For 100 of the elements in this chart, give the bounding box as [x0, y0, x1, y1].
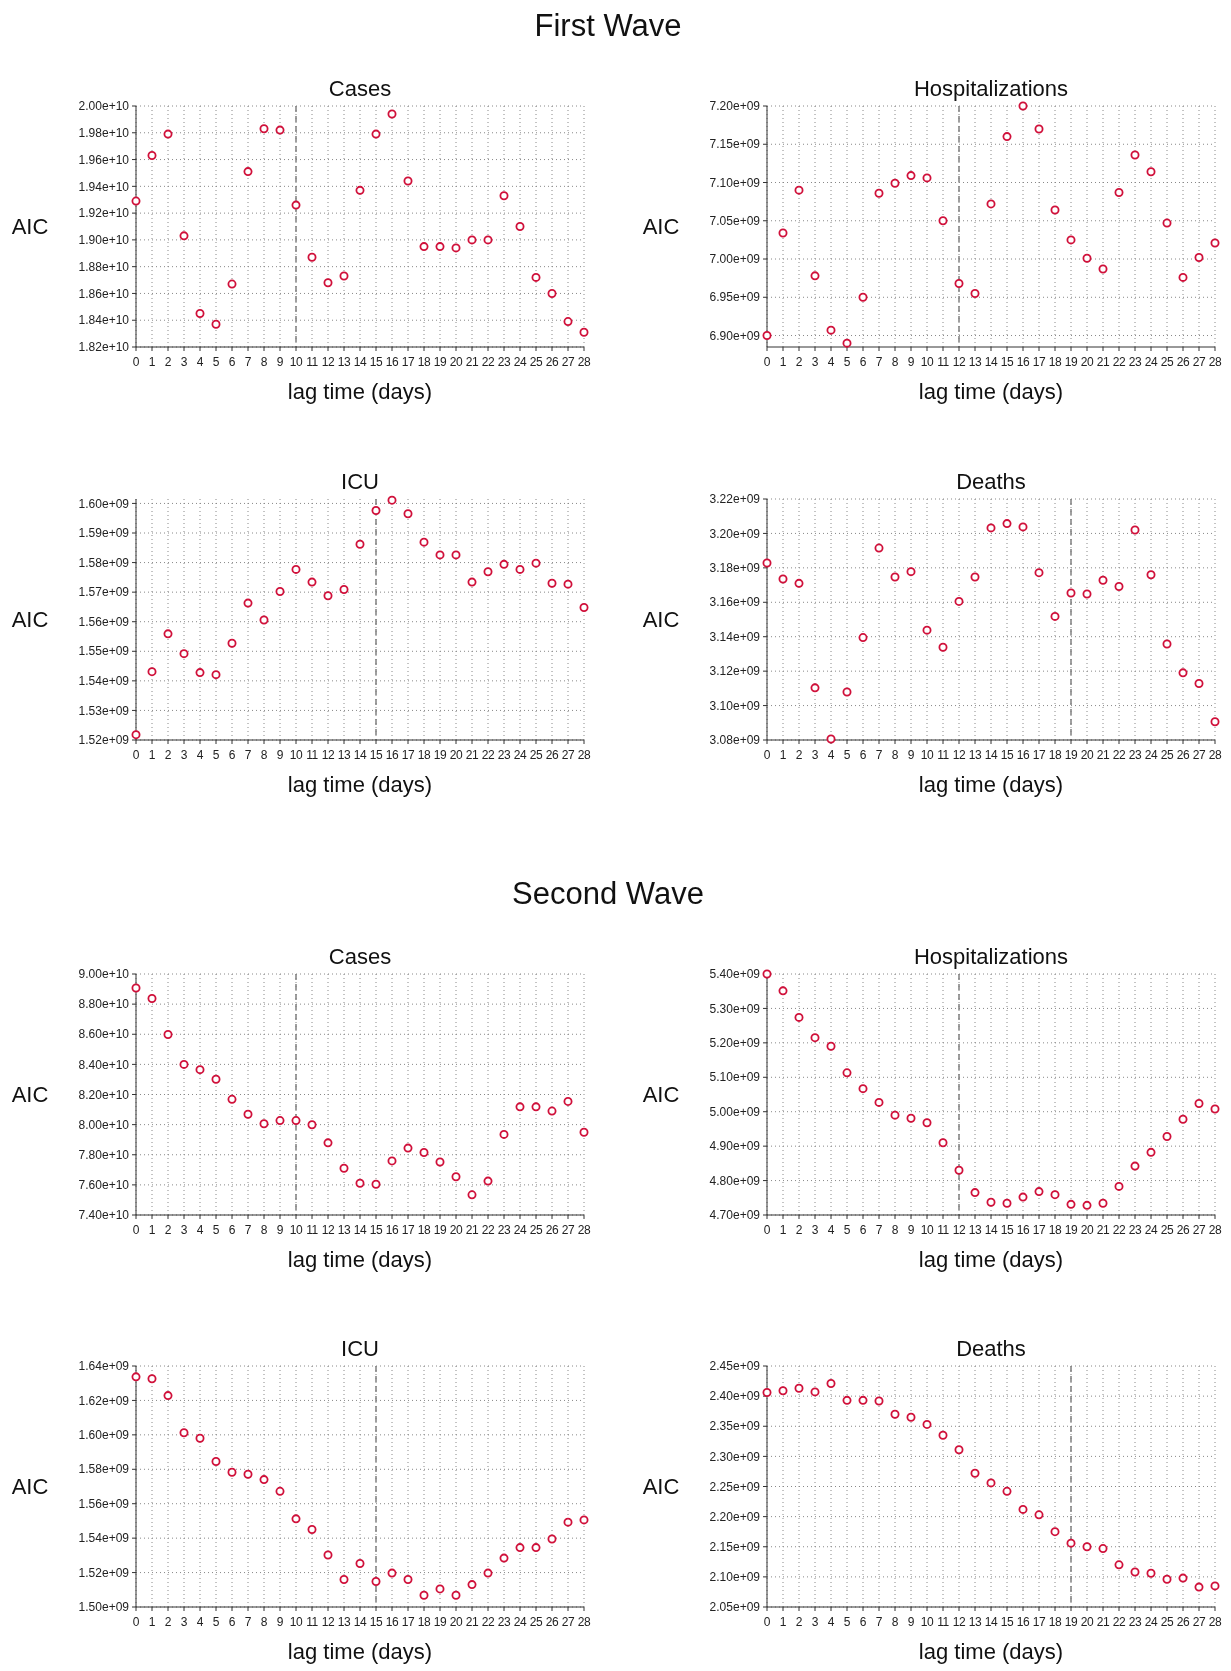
x-tick-label: 15	[1000, 355, 1014, 369]
x-tick-label: 2	[795, 1615, 803, 1629]
x-tick-label: 26	[545, 355, 559, 369]
point	[858, 1395, 868, 1405]
point	[515, 222, 525, 231]
x-tick-label: 22	[1112, 1223, 1126, 1237]
x-tick-label: 26	[1176, 1615, 1190, 1629]
point	[1018, 101, 1028, 111]
x-tick-label: 6	[859, 1615, 867, 1629]
point	[842, 1395, 852, 1405]
point	[954, 596, 964, 606]
x-tick-label: 25	[529, 748, 543, 762]
x-tick-label: 28	[1208, 355, 1222, 369]
point	[579, 1515, 589, 1525]
x-tick-label: 1	[148, 1615, 156, 1629]
point	[1114, 581, 1124, 591]
point	[1162, 639, 1172, 649]
x-tick-label: 25	[1160, 1223, 1174, 1237]
x-tick-label: 9	[907, 1615, 915, 1629]
x-tick-label: 13	[968, 1223, 982, 1237]
y-tick-label: 1.56e+09	[78, 1496, 130, 1511]
point	[467, 577, 477, 587]
point	[1194, 252, 1204, 262]
point	[211, 670, 221, 680]
point	[778, 228, 788, 238]
point	[954, 1445, 964, 1455]
point	[906, 1113, 916, 1123]
point	[826, 734, 836, 744]
point	[890, 572, 900, 582]
x-tick-label: 7	[244, 748, 252, 762]
x-tick-label: 16	[385, 748, 399, 762]
x-tick-label: 23	[1128, 1223, 1142, 1237]
x-tick-label: 25	[1160, 1615, 1174, 1629]
x-tick-label: 20	[449, 748, 463, 762]
x-tick-label: 18	[417, 355, 431, 369]
point	[1034, 124, 1044, 134]
point	[938, 216, 948, 226]
x-tick-label: 9	[276, 355, 284, 369]
point	[147, 1374, 157, 1384]
x-tick-label: 8	[891, 355, 899, 369]
y-tick-label: 3.18e+09	[709, 561, 761, 576]
x-tick-label: 28	[1208, 748, 1222, 762]
y-tick-label: 2.10e+09	[709, 1570, 761, 1585]
x-tick-label: 20	[1080, 1223, 1094, 1237]
y-tick-label: 4.80e+09	[709, 1173, 761, 1188]
x-tick-label: 11	[306, 355, 319, 369]
x-tick-label: 27	[561, 1615, 575, 1629]
chart-title: Cases	[328, 76, 392, 101]
x-tick-label: 14	[353, 355, 367, 369]
x-tick-label: 27	[561, 748, 575, 762]
x-tick-label: 20	[449, 1223, 463, 1237]
point	[227, 638, 237, 648]
x-tick-label: 19	[1064, 748, 1078, 762]
x-tick-label: 21	[1096, 1223, 1110, 1237]
point	[291, 1514, 301, 1524]
y-tick-label: 2.20e+09	[709, 1509, 761, 1524]
x-tick-label: 0	[132, 1615, 140, 1629]
x-tick-label: 8	[260, 1615, 268, 1629]
x-tick-label: 6	[228, 355, 236, 369]
point	[243, 598, 253, 608]
x-tick-label: 24	[513, 355, 527, 369]
point	[1082, 1542, 1092, 1552]
point	[1082, 1200, 1092, 1210]
point	[339, 584, 349, 594]
point	[163, 1030, 173, 1040]
x-tick-label: 5	[843, 355, 851, 369]
x-tick-label: 14	[984, 1615, 998, 1629]
x-tick-label: 1	[779, 355, 787, 369]
y-tick-label: 1.94e+10	[78, 179, 130, 194]
point	[435, 1157, 445, 1167]
x-tick-label: 7	[244, 1223, 252, 1237]
point	[307, 1525, 317, 1535]
x-tick-label: 1	[779, 1615, 787, 1629]
x-tick-label: 11	[306, 1223, 319, 1237]
x-tick-label: 21	[1096, 748, 1110, 762]
x-tick-label: 20	[1080, 1615, 1094, 1629]
point	[1178, 1114, 1188, 1124]
point	[1066, 588, 1076, 598]
point	[938, 1138, 948, 1148]
y-tick-label: 7.15e+09	[709, 137, 761, 152]
x-tick-label: 2	[164, 355, 172, 369]
point	[563, 1517, 573, 1527]
x-axis-title: lag time (days)	[918, 1247, 1064, 1272]
point	[291, 564, 301, 574]
y-tick-label: 7.20e+09	[709, 99, 761, 114]
point	[307, 577, 317, 587]
x-tick-label: 7	[875, 355, 883, 369]
x-tick-label: 19	[433, 748, 447, 762]
point	[371, 506, 381, 516]
point	[323, 278, 333, 288]
point	[986, 199, 996, 209]
y-tick-label: 8.20e+10	[78, 1087, 130, 1102]
x-tick-label: 3	[811, 355, 819, 369]
x-tick-label: 20	[1080, 355, 1094, 369]
point	[275, 1486, 285, 1496]
point	[563, 579, 573, 589]
y-tick-label: 8.60e+10	[78, 1027, 130, 1042]
point	[211, 319, 221, 329]
point	[547, 1106, 557, 1116]
point	[1130, 1567, 1140, 1577]
